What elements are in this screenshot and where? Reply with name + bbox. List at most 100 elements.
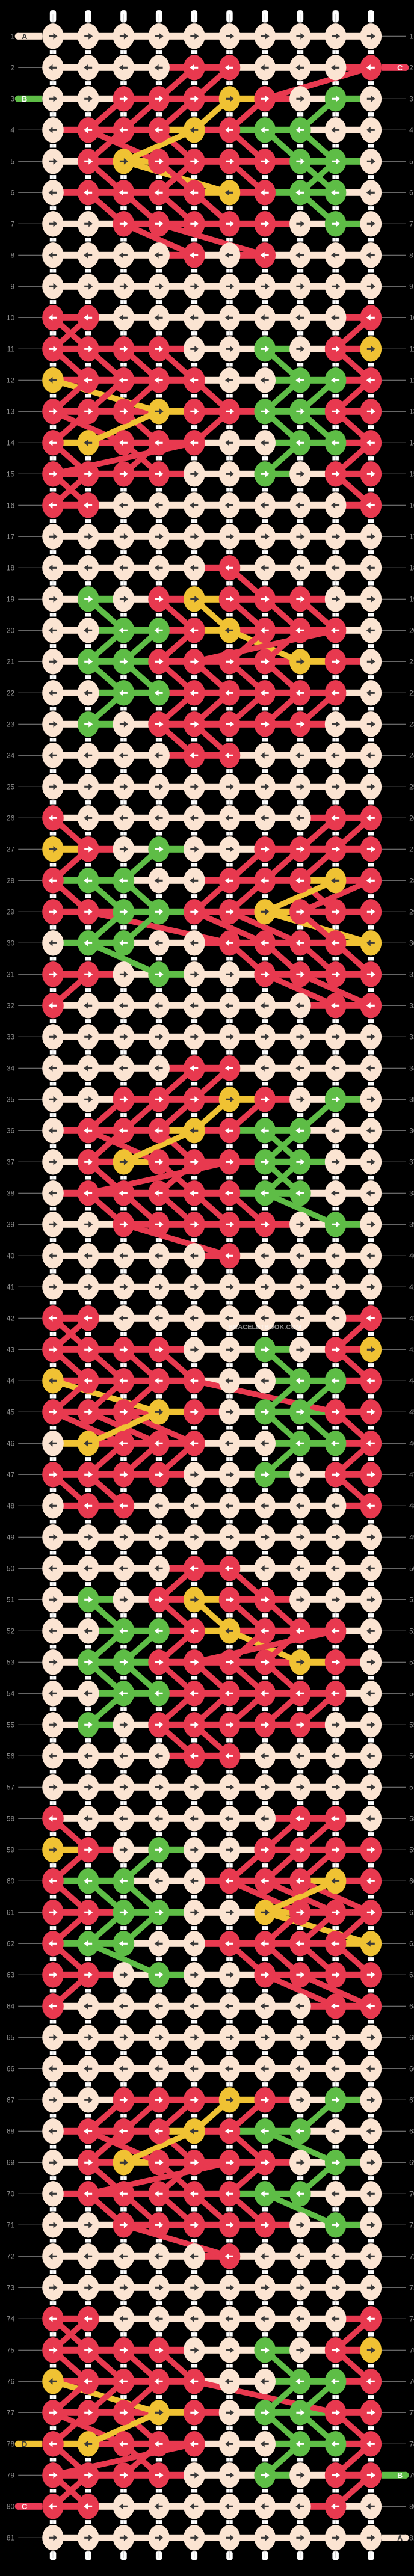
svg-text:23: 23 [409, 720, 414, 728]
svg-text:25: 25 [409, 782, 414, 791]
svg-text:74: 74 [409, 2314, 414, 2323]
svg-text:53: 53 [409, 1658, 414, 1666]
svg-text:9: 9 [11, 282, 15, 290]
svg-text:6: 6 [11, 188, 15, 197]
svg-text:15: 15 [7, 470, 15, 478]
svg-text:49: 49 [7, 1533, 15, 1541]
svg-text:45: 45 [7, 1408, 15, 1416]
svg-text:36: 36 [409, 1126, 414, 1135]
svg-text:57: 57 [7, 1783, 15, 1791]
svg-text:6: 6 [409, 188, 413, 197]
svg-text:9: 9 [409, 282, 413, 290]
svg-text:14: 14 [409, 438, 414, 447]
svg-text:69: 69 [409, 2158, 414, 2167]
svg-text:31: 31 [409, 970, 414, 978]
svg-text:55: 55 [409, 1720, 414, 1729]
svg-text:A: A [22, 32, 27, 41]
svg-text:52: 52 [7, 1627, 15, 1635]
svg-text:3: 3 [11, 94, 15, 103]
svg-text:59: 59 [409, 1845, 414, 1854]
svg-text:28: 28 [7, 876, 15, 885]
svg-text:81: 81 [409, 2533, 414, 2542]
svg-text:10: 10 [409, 313, 414, 322]
svg-text:24: 24 [409, 751, 414, 759]
svg-text:75: 75 [7, 2346, 15, 2354]
svg-text:1: 1 [11, 32, 15, 40]
svg-text:35: 35 [7, 1095, 15, 1103]
svg-text:34: 34 [7, 1064, 15, 1072]
svg-text:46: 46 [409, 1439, 414, 1447]
svg-text:35: 35 [409, 1095, 414, 1103]
svg-text:2: 2 [11, 63, 15, 72]
svg-text:80: 80 [409, 2502, 414, 2510]
svg-text:13: 13 [7, 407, 15, 416]
svg-text:22: 22 [7, 688, 15, 697]
svg-text:8: 8 [11, 251, 15, 259]
svg-text:67: 67 [409, 2096, 414, 2104]
svg-text:69: 69 [7, 2158, 15, 2167]
svg-text:60: 60 [409, 1877, 414, 1885]
svg-text:23: 23 [7, 720, 15, 728]
svg-text:4: 4 [409, 126, 413, 134]
svg-text:78: 78 [409, 2440, 414, 2448]
svg-text:30: 30 [7, 939, 15, 947]
svg-text:66: 66 [7, 2064, 15, 2073]
svg-text:75: 75 [409, 2346, 414, 2354]
svg-text:3: 3 [409, 94, 413, 103]
svg-text:33: 33 [409, 1032, 414, 1041]
svg-text:37: 37 [7, 1158, 15, 1166]
svg-text:56: 56 [7, 1752, 15, 1760]
svg-text:80: 80 [7, 2502, 15, 2510]
svg-text:26: 26 [7, 814, 15, 822]
svg-text:44: 44 [409, 1376, 414, 1385]
svg-text:51: 51 [409, 1595, 414, 1604]
svg-text:16: 16 [7, 501, 15, 509]
svg-text:73: 73 [7, 2283, 15, 2292]
svg-text:32: 32 [409, 1001, 414, 1010]
svg-text:7: 7 [11, 219, 15, 228]
svg-text:62: 62 [7, 1939, 15, 1948]
svg-text:47: 47 [409, 1470, 414, 1479]
svg-text:54: 54 [7, 1689, 15, 1697]
svg-text:18: 18 [409, 563, 414, 572]
svg-text:C: C [397, 64, 403, 72]
svg-text:17: 17 [7, 532, 15, 541]
svg-text:52: 52 [409, 1627, 414, 1635]
svg-text:76: 76 [409, 2377, 414, 2385]
svg-text:61: 61 [409, 1908, 414, 1916]
svg-text:70: 70 [409, 2189, 414, 2198]
svg-text:29: 29 [7, 907, 15, 916]
svg-text:57: 57 [409, 1783, 414, 1791]
svg-text:39: 39 [7, 1220, 15, 1228]
svg-text:55: 55 [7, 1720, 15, 1729]
svg-text:4: 4 [11, 126, 15, 134]
svg-text:71: 71 [409, 2221, 414, 2229]
svg-text:32: 32 [7, 1001, 15, 1010]
svg-text:2: 2 [409, 63, 413, 72]
svg-text:43: 43 [7, 1345, 15, 1354]
svg-text:34: 34 [409, 1064, 414, 1072]
svg-text:48: 48 [7, 1501, 15, 1510]
svg-text:17: 17 [409, 532, 414, 541]
svg-text:76: 76 [7, 2377, 15, 2385]
svg-text:42: 42 [409, 1314, 414, 1322]
svg-text:50: 50 [7, 1564, 15, 1572]
svg-text:56: 56 [409, 1752, 414, 1760]
svg-text:79: 79 [7, 2471, 15, 2479]
svg-text:38: 38 [7, 1189, 15, 1197]
svg-text:13: 13 [409, 407, 414, 416]
svg-text:28: 28 [409, 876, 414, 885]
svg-text:71: 71 [7, 2221, 15, 2229]
svg-text:19: 19 [409, 595, 414, 603]
svg-text:11: 11 [409, 345, 414, 353]
svg-text:15: 15 [409, 470, 414, 478]
svg-text:60: 60 [7, 1877, 15, 1885]
svg-text:46: 46 [7, 1439, 15, 1447]
svg-text:54: 54 [409, 1689, 414, 1697]
svg-text:37: 37 [409, 1158, 414, 1166]
svg-text:77: 77 [409, 2408, 414, 2417]
svg-text:16: 16 [409, 501, 414, 509]
svg-text:59: 59 [7, 1845, 15, 1854]
svg-text:61: 61 [7, 1908, 15, 1916]
svg-text:42: 42 [7, 1314, 15, 1322]
